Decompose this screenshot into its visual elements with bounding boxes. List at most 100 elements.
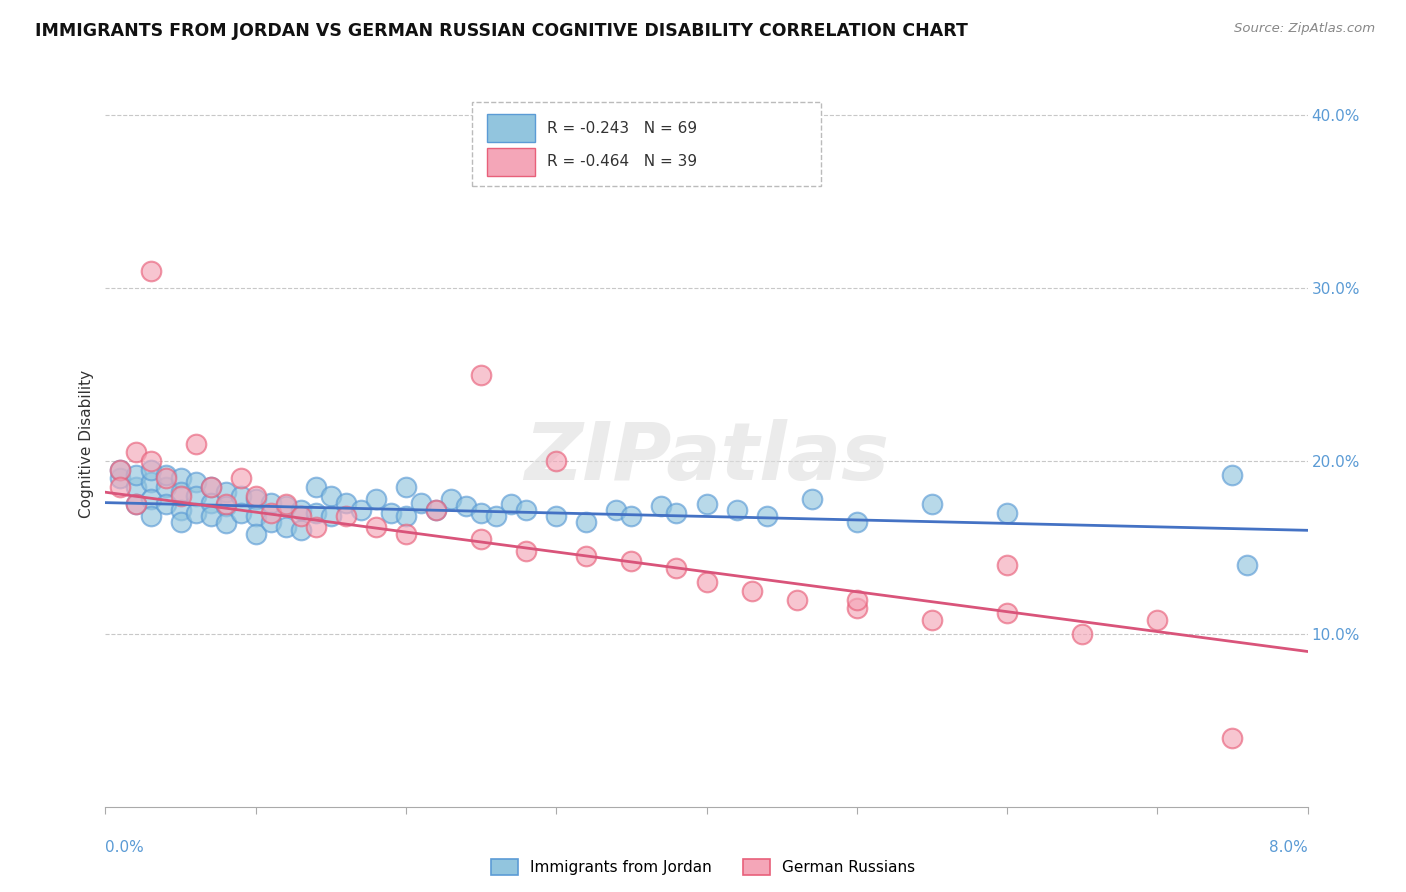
Point [395,526,418,541]
Point [139,509,162,524]
Point [319,489,342,503]
Point [139,475,162,489]
Point [515,502,537,516]
Text: ZIPatlas: ZIPatlas [524,419,889,498]
Point [409,495,432,509]
Point [124,497,146,511]
Point [1146,613,1168,627]
Text: Source: ZipAtlas.com: Source: ZipAtlas.com [1234,22,1375,36]
Point [921,613,943,627]
Point [245,492,267,507]
Point [620,554,643,568]
Point [335,495,357,509]
Point [274,497,297,511]
Point [184,437,207,451]
Point [921,497,943,511]
Point [620,509,643,524]
Point [755,509,778,524]
Point [501,497,523,511]
Point [245,509,267,524]
Point [214,516,236,531]
Point [425,502,447,516]
Point [605,502,627,516]
Point [169,515,191,529]
Point [515,544,537,558]
Point [546,509,568,524]
Point [184,489,207,503]
Point [110,463,132,477]
Y-axis label: Cognitive Disability: Cognitive Disability [79,369,94,518]
Point [575,515,598,529]
Point [305,480,328,494]
Point [229,471,252,485]
Point [290,509,312,524]
Point [335,509,357,524]
Point [454,499,477,513]
Point [696,497,718,511]
Point [274,520,297,534]
Point [200,509,222,524]
Point [169,471,191,485]
Point [440,492,463,507]
Point [245,489,267,503]
Point [380,506,402,520]
Point [305,520,328,534]
Point [290,524,312,538]
Point [350,502,373,516]
Point [200,480,222,494]
Point [575,549,598,564]
Point [395,480,418,494]
Point [124,497,146,511]
Point [395,509,418,524]
Point [260,495,283,509]
FancyBboxPatch shape [486,148,534,176]
Text: IMMIGRANTS FROM JORDAN VS GERMAN RUSSIAN COGNITIVE DISABILITY CORRELATION CHART: IMMIGRANTS FROM JORDAN VS GERMAN RUSSIAN… [35,22,967,40]
Text: 0.0%: 0.0% [105,840,145,855]
Point [124,480,146,494]
Point [200,480,222,494]
Point [260,506,283,520]
Point [696,575,718,590]
Point [155,471,177,485]
Point [124,467,146,482]
Point [184,475,207,489]
Point [995,506,1018,520]
Point [1236,558,1258,572]
Point [155,467,177,482]
Point [155,480,177,494]
Point [741,583,763,598]
Point [124,445,146,459]
Point [245,526,267,541]
Point [214,497,236,511]
Point [229,489,252,503]
Point [139,463,162,477]
Point [995,558,1018,572]
Point [184,506,207,520]
Point [169,485,191,500]
Point [470,368,492,382]
Point [139,492,162,507]
Point [546,454,568,468]
Point [470,506,492,520]
Point [169,502,191,516]
Point [169,489,191,503]
Point [665,506,688,520]
Point [786,592,808,607]
Point [845,592,868,607]
Text: 8.0%: 8.0% [1268,840,1308,855]
Point [995,607,1018,621]
Point [364,492,387,507]
Point [725,502,748,516]
Point [485,509,508,524]
Text: R = -0.243   N = 69: R = -0.243 N = 69 [547,120,697,136]
Point [200,495,222,509]
Point [470,532,492,546]
Point [110,471,132,485]
Point [845,515,868,529]
Point [229,506,252,520]
Point [305,506,328,520]
Point [665,561,688,575]
Point [425,502,447,516]
Legend: Immigrants from Jordan, German Russians: Immigrants from Jordan, German Russians [491,860,915,875]
Text: R = -0.464   N = 39: R = -0.464 N = 39 [547,154,697,169]
